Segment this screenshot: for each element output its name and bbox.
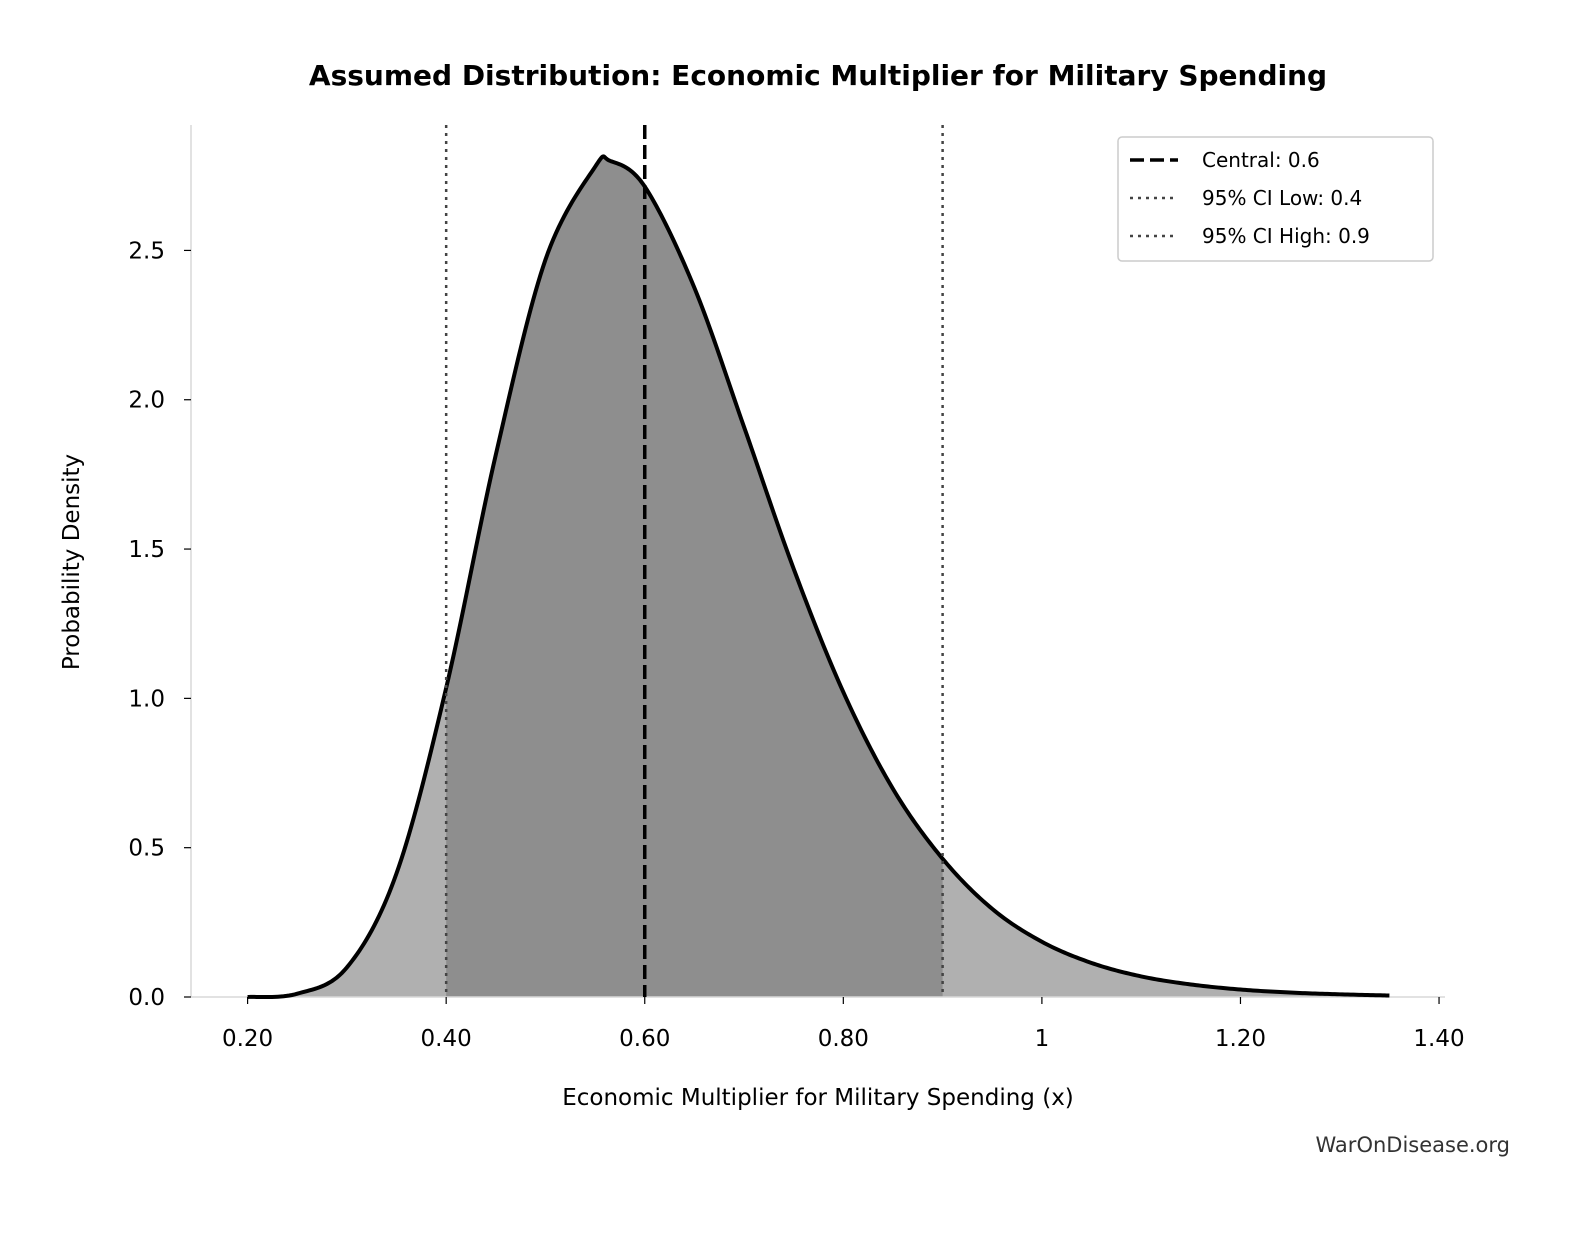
y-tick-label: 0.0	[128, 985, 165, 1011]
x-tick-label: 1.20	[1215, 1026, 1266, 1052]
chart-title: Assumed Distribution: Economic Multiplie…	[309, 59, 1327, 92]
y-tick-label: 1.5	[128, 537, 165, 563]
x-axis-label: Economic Multiplier for Military Spendin…	[562, 1085, 1074, 1111]
legend-label: Central: 0.6	[1202, 148, 1320, 172]
y-tick-label: 2.0	[128, 388, 165, 414]
legend-box	[1117, 136, 1434, 262]
y-axis-label: Probability Density	[59, 454, 85, 670]
watermark: WarOnDisease.org	[1316, 1133, 1510, 1157]
y-tick-label: 1.0	[128, 686, 165, 712]
y-tick-label: 0.5	[128, 836, 165, 862]
x-tick-label: 0.40	[421, 1026, 472, 1052]
x-tick-label: 1.40	[1413, 1026, 1464, 1052]
y-tick-label: 2.5	[128, 238, 165, 264]
x-tick-label: 0.60	[619, 1026, 670, 1052]
ci-fill-area	[446, 156, 943, 997]
legend-label: 95% CI Low: 0.4	[1202, 186, 1362, 210]
legend: Central: 0.6 95% CI Low: 0.4 95% CI High: …	[1117, 136, 1434, 262]
x-tick-label: 0.20	[222, 1026, 273, 1052]
x-tick-label: 1	[1035, 1026, 1050, 1052]
legend-label: 95% CI High: 0.9	[1202, 224, 1370, 248]
x-tick-label: 0.80	[818, 1026, 869, 1052]
